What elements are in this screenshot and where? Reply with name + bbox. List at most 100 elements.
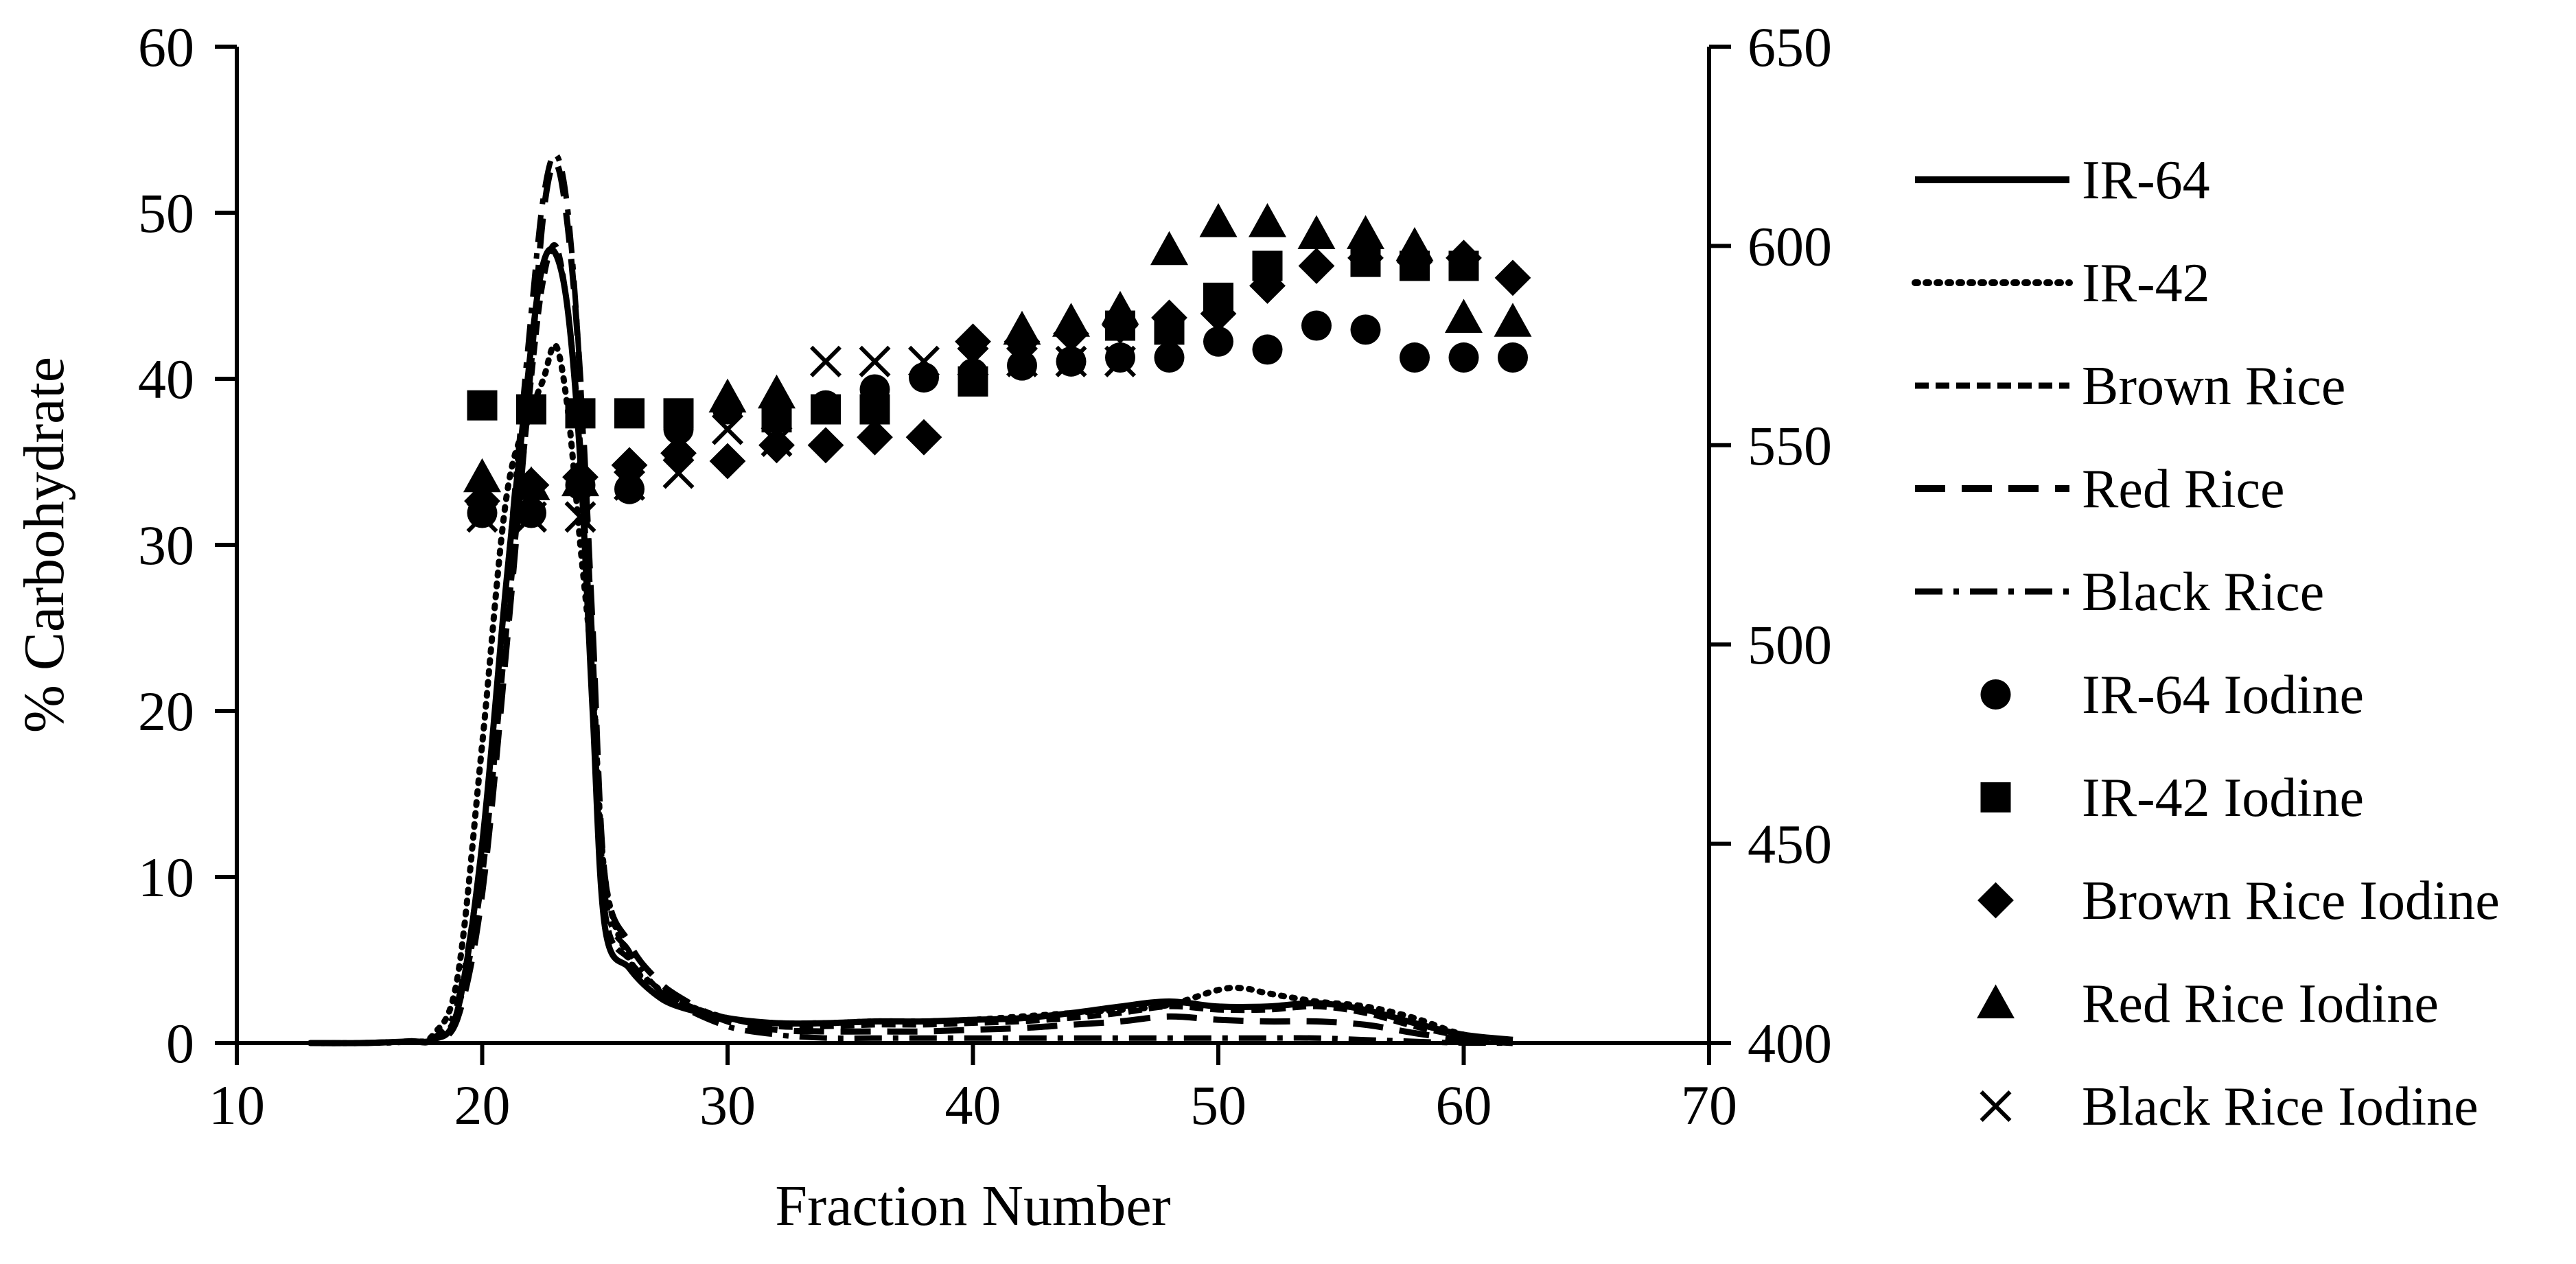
data-point — [1154, 342, 1185, 373]
y2-tick-label: 400 — [1748, 1012, 1832, 1075]
data-point — [1055, 345, 1087, 377]
data-point — [1203, 326, 1233, 357]
data-point — [1448, 342, 1479, 373]
data-point — [857, 419, 893, 456]
data-point — [711, 413, 744, 445]
data-point — [905, 419, 942, 456]
series-ir-42 — [307, 342, 1516, 1046]
y2-tick-label: 550 — [1748, 414, 1832, 477]
legend-marker — [1980, 679, 2011, 710]
data-point — [955, 323, 991, 360]
data-point — [467, 390, 498, 421]
y-tick-label: 60 — [138, 16, 194, 78]
data-point — [466, 501, 498, 533]
legend-item: IR-64 — [1915, 150, 2210, 211]
series-black-rice — [310, 152, 1513, 1046]
data-point — [809, 345, 842, 377]
data-point — [1297, 215, 1336, 249]
legend-item: Black Rice Iodine — [1980, 1077, 2479, 1137]
data-point — [662, 457, 695, 489]
legend-marker — [1977, 882, 2014, 919]
data-point — [1007, 350, 1037, 381]
data-point — [516, 394, 546, 425]
data-point — [1298, 248, 1335, 284]
data-point — [564, 501, 596, 533]
data-point — [1350, 314, 1381, 345]
data-point — [1395, 226, 1434, 261]
plot-area — [307, 152, 1532, 1046]
legend-marker — [1977, 984, 2015, 1018]
data-point — [516, 498, 546, 528]
data-point — [907, 345, 940, 377]
data-point — [663, 398, 694, 429]
data-point — [1400, 342, 1430, 373]
legend-item: IR-64 Iodine — [1980, 665, 2364, 725]
y-tick-label: 0 — [166, 1012, 194, 1075]
legend-item: Brown Rice — [1915, 356, 2345, 417]
legend-label: IR-42 Iodine — [2082, 768, 2364, 828]
data-point — [761, 425, 793, 458]
data-point — [1200, 295, 1237, 332]
legend-label: Brown Rice Iodine — [2082, 871, 2500, 931]
data-point — [512, 466, 550, 500]
x-tick-label: 30 — [699, 1074, 756, 1136]
data-point — [957, 345, 989, 377]
x-tick-label: 20 — [454, 1074, 511, 1136]
series-line — [307, 342, 1516, 1046]
data-point — [561, 462, 599, 497]
legend-item: Black Rice — [1915, 562, 2324, 622]
data-point — [1150, 231, 1188, 266]
data-point — [1445, 299, 1483, 333]
data-point — [1105, 342, 1135, 373]
y-tick-label: 50 — [138, 182, 194, 244]
legend-label: Red Rice — [2082, 459, 2284, 519]
data-point — [1003, 310, 1041, 345]
data-point — [1151, 299, 1187, 336]
data-point — [708, 378, 747, 413]
data-point — [1498, 342, 1528, 373]
data-point — [1252, 334, 1283, 365]
series-line — [310, 159, 1513, 1046]
x-tick-label: 40 — [945, 1074, 1001, 1136]
legend-item: IR-42 Iodine — [1980, 768, 2364, 828]
series-red-rice — [310, 159, 1513, 1046]
legend-item: Red Rice Iodine — [1977, 974, 2439, 1034]
data-point — [1249, 203, 1286, 237]
data-point — [807, 427, 844, 464]
series-line — [310, 242, 1513, 1046]
data-point — [1494, 259, 1531, 296]
data-point — [859, 345, 891, 377]
legend-marker — [1980, 1090, 2012, 1123]
x-tick-label: 60 — [1436, 1074, 1492, 1136]
data-point — [515, 501, 548, 533]
x-tick-label: 50 — [1190, 1074, 1246, 1136]
y2-tick-label: 650 — [1748, 16, 1832, 78]
data-point — [614, 473, 645, 504]
legend-item: Red Rice — [1915, 459, 2284, 519]
legend-item: Brown Rice Iodine — [1977, 871, 2500, 931]
data-point — [1347, 215, 1384, 249]
data-point — [1494, 303, 1532, 337]
legend-label: IR-42 — [2082, 253, 2210, 314]
y2-tick-label: 450 — [1748, 813, 1832, 876]
data-point — [1249, 268, 1286, 304]
series-black-rice-iodine — [466, 345, 1137, 533]
series-line — [310, 152, 1513, 1046]
legend-label: IR-64 Iodine — [2082, 665, 2364, 725]
data-point — [1446, 239, 1482, 277]
series-brown-rice — [310, 242, 1513, 1046]
data-point — [909, 362, 939, 393]
data-point — [660, 435, 697, 471]
data-point — [611, 447, 648, 484]
legend-label: Red Rice Iodine — [2082, 974, 2439, 1034]
legend-marker — [1980, 782, 2011, 812]
x-tick-label: 70 — [1681, 1074, 1737, 1136]
legend-item: IR-42 — [1912, 253, 2210, 314]
series-red-rice-iodine — [463, 203, 1532, 500]
y-tick-label: 20 — [138, 680, 194, 742]
data-point — [463, 458, 501, 493]
x-axis-title: Fraction Number — [775, 1174, 1170, 1238]
legend-label: Brown Rice — [2082, 356, 2345, 417]
data-point — [758, 427, 795, 464]
